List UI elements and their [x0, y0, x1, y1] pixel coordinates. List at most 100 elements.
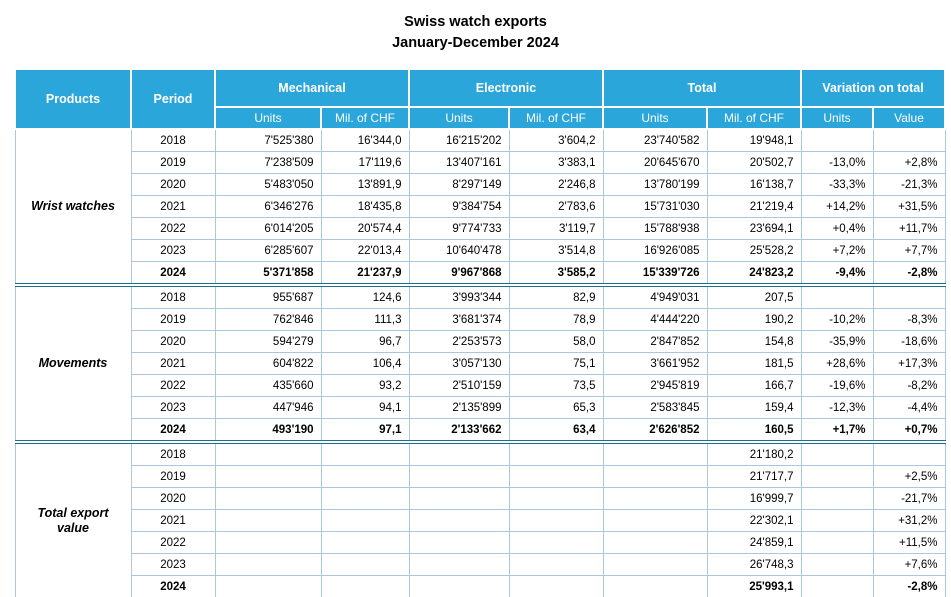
- value-cell: [320, 553, 410, 576]
- value-cell: [408, 575, 510, 597]
- value-cell: 21'717,7: [706, 465, 802, 488]
- value-cell: [872, 283, 946, 309]
- value-cell: 6'285'607: [214, 239, 322, 262]
- table-row: 2022 435'660 93,2 2'510'159 73,5 2'945'819 166…: [15, 374, 946, 397]
- value-cell: [508, 440, 604, 466]
- value-cell: 73,5: [508, 374, 604, 397]
- subcol-variation-units: Units: [800, 106, 874, 130]
- value-cell: +0,4%: [800, 217, 874, 240]
- value-cell: [320, 440, 410, 466]
- period-cell: 2021: [130, 509, 216, 532]
- value-cell: +31,5%: [872, 195, 946, 218]
- col-header-total: Total: [602, 68, 802, 108]
- value-cell: [408, 440, 510, 466]
- col-header-electronic: Electronic: [408, 68, 604, 108]
- value-cell: 3'383,1: [508, 151, 604, 174]
- subcol-mechanical-units: Units: [214, 106, 322, 130]
- value-cell: -21,3%: [872, 173, 946, 196]
- value-cell: 23'694,1: [706, 217, 802, 240]
- value-cell: [214, 487, 322, 510]
- title-block: Swiss watch exports January-December 202…: [0, 0, 951, 54]
- value-cell: [214, 531, 322, 554]
- value-cell: [214, 440, 322, 466]
- period-cell: 2022: [130, 217, 216, 240]
- period-cell: 2024: [130, 261, 216, 286]
- value-cell: [602, 440, 708, 466]
- value-cell: 2'783,6: [508, 195, 604, 218]
- value-cell: 9'967'868: [408, 261, 510, 286]
- table-row: 2019 7'238'509 17'119,6 13'407'161 3'383,1 20…: [15, 151, 946, 174]
- value-cell: +7,2%: [800, 239, 874, 262]
- value-cell: 3'514,8: [508, 239, 604, 262]
- value-cell: 17'119,6: [320, 151, 410, 174]
- value-cell: +11,7%: [872, 217, 946, 240]
- value-cell: -18,6%: [872, 330, 946, 353]
- table-row: 2024 493'190 97,1 2'133'662 63,4 2'626'852 160…: [15, 418, 946, 443]
- value-cell: 7'525'380: [214, 128, 322, 152]
- page-title: Swiss watch exports: [404, 14, 547, 30]
- value-cell: +7,7%: [872, 239, 946, 262]
- value-cell: 106,4: [320, 352, 410, 375]
- value-cell: -13,0%: [800, 151, 874, 174]
- value-cell: [508, 487, 604, 510]
- value-cell: +11,5%: [872, 531, 946, 554]
- value-cell: 2'510'159: [408, 374, 510, 397]
- value-cell: [214, 509, 322, 532]
- value-cell: [800, 509, 874, 532]
- table-body: Wrist watches 2018 7'525'380 16'344,0 16'215…: [14, 128, 946, 597]
- value-cell: 2'583'845: [602, 396, 708, 419]
- value-cell: 9'774'733: [408, 217, 510, 240]
- value-cell: 15'731'030: [602, 195, 708, 218]
- value-cell: 9'384'754: [408, 195, 510, 218]
- value-cell: 2'626'852: [602, 418, 708, 443]
- table-row: 2024 5'371'858 21'237,9 9'967'868 3'585,2 15'…: [15, 261, 946, 286]
- period-cell: 2021: [130, 195, 216, 218]
- value-cell: 6'346'276: [214, 195, 322, 218]
- section-label: Wrist watches: [14, 128, 132, 286]
- value-cell: [320, 487, 410, 510]
- value-cell: [214, 465, 322, 488]
- value-cell: [320, 465, 410, 488]
- value-cell: 2'945'819: [602, 374, 708, 397]
- value-cell: 16'138,7: [706, 173, 802, 196]
- value-cell: +17,3%: [872, 352, 946, 375]
- value-cell: 594'279: [214, 330, 322, 353]
- table-row: 2020 16'999,7 -21,7%: [15, 487, 946, 510]
- table-row: Movements 2018 955'687 124,6 3'993'344 82,9 4'…: [14, 283, 946, 443]
- value-cell: 20'502,7: [706, 151, 802, 174]
- value-cell: [408, 487, 510, 510]
- period-cell: 2020: [130, 330, 216, 353]
- value-cell: [872, 128, 946, 152]
- value-cell: 2'253'573: [408, 330, 510, 353]
- period-cell: 2023: [130, 553, 216, 576]
- value-cell: 4'949'031: [602, 283, 708, 309]
- subcol-mechanical-chf: Mil. of CHF: [320, 106, 410, 130]
- value-cell: 20'574,4: [320, 217, 410, 240]
- value-cell: 94,1: [320, 396, 410, 419]
- value-cell: 58,0: [508, 330, 604, 353]
- value-cell: -35,9%: [800, 330, 874, 353]
- value-cell: [602, 531, 708, 554]
- value-cell: -8,2%: [872, 374, 946, 397]
- subcol-electronic-chf: Mil. of CHF: [508, 106, 604, 130]
- value-cell: +7,6%: [872, 553, 946, 576]
- value-cell: [408, 509, 510, 532]
- value-cell: -21,7%: [872, 487, 946, 510]
- value-cell: [320, 509, 410, 532]
- value-cell: -33,3%: [800, 173, 874, 196]
- value-cell: 2'133'662: [408, 418, 510, 443]
- value-cell: [320, 531, 410, 554]
- col-header-products: Products: [14, 68, 132, 130]
- value-cell: [508, 575, 604, 597]
- value-cell: [800, 531, 874, 554]
- table-row: 2020 5'483'050 13'891,9 8'297'149 2'246,8 13'…: [15, 173, 946, 196]
- value-cell: +14,2%: [800, 195, 874, 218]
- value-cell: [508, 465, 604, 488]
- value-cell: 19'948,1: [706, 128, 802, 152]
- value-cell: 16'215'202: [408, 128, 510, 152]
- value-cell: 160,5: [706, 418, 802, 443]
- value-cell: 10'640'478: [408, 239, 510, 262]
- value-cell: 25'993,1: [706, 575, 802, 597]
- table-row: 2022 24'859,1 +11,5%: [15, 531, 946, 554]
- period-cell: 2021: [130, 352, 216, 375]
